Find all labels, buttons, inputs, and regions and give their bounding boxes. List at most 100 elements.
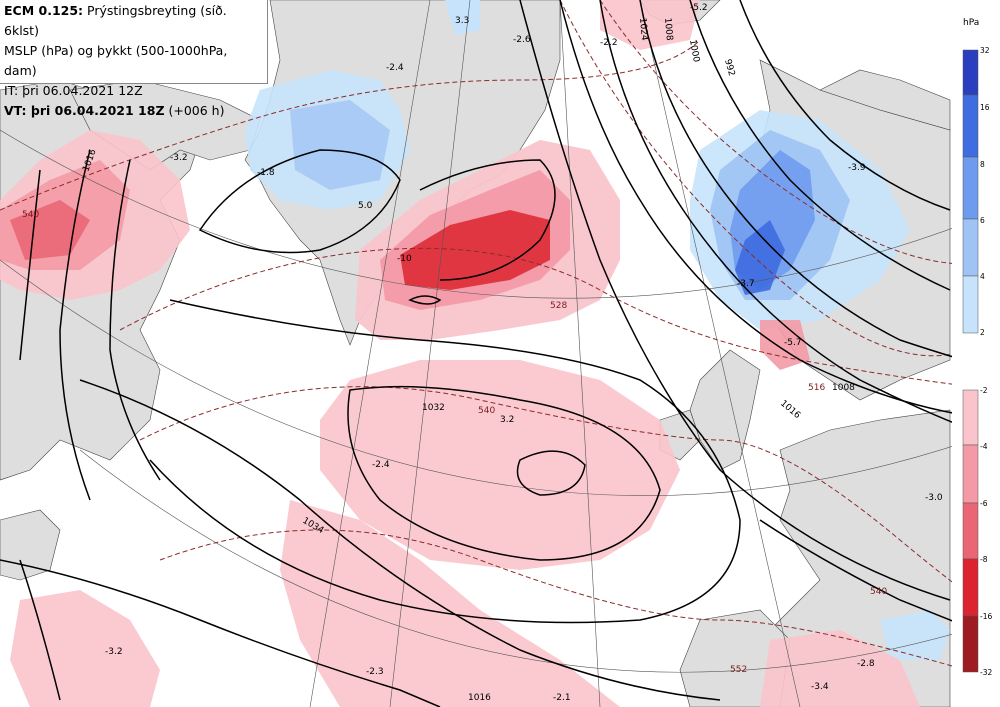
isobar-east-1: [559, 0, 1000, 421]
fall-shade-southwest: [10, 590, 160, 707]
product-name: Prýstingsbreyting (síð. 6klst): [4, 3, 227, 38]
valid-time: VT: þri 06.04.2021 18Z: [4, 103, 165, 118]
isobar-greenland-low: [198, 149, 401, 254]
label-change-2-6: -2.6: [513, 35, 531, 45]
isobar-small-low: [408, 295, 442, 305]
pressure-rise-shading: [245, 0, 950, 660]
title-line-2: MSLP (hPa) og þykkt (500-1000hPa, dam): [4, 43, 228, 78]
title-line-3: IT: þri 06.04.2021 12Z: [4, 83, 143, 98]
label-thickness-540-east: 540: [870, 587, 887, 597]
graticule-meridian-3: [309, 0, 431, 707]
thickness-line-1: [0, 39, 701, 211]
fall-bin-4-6: [962, 444, 979, 504]
thickness-line-5: [599, 0, 1000, 265]
isobar-east-5: [739, 0, 951, 211]
fall-bin-8-16: [962, 558, 979, 617]
label-change-2-3: -2.3: [366, 667, 384, 677]
label-change-5-2: -5.2: [690, 3, 708, 13]
label-isobar-1032: 1032: [422, 403, 445, 413]
colorbar-unit: hPa: [963, 18, 980, 28]
thickness-line-2: [119, 247, 1000, 391]
label-change-2-2: -2.2: [600, 38, 618, 48]
label-isobar-1008-top: 1008: [662, 17, 674, 41]
label-thickness-552: 552: [730, 665, 747, 675]
rise-bin-16-32: [962, 49, 979, 96]
label-change-3-9: -3.9: [848, 163, 866, 173]
label-change-3-4: -3.4: [811, 682, 829, 692]
isobar-east-3: [639, 0, 1000, 371]
fall-shade-greenland-deep: [400, 210, 550, 290]
label-change-3-7: -3.7: [737, 279, 755, 289]
fall-bin-16-32: [962, 615, 979, 673]
fall-shade-west-deep: [10, 200, 90, 260]
fall-tick-8: -8: [980, 555, 988, 564]
fall-tick-2: -2: [980, 386, 988, 395]
rise-shade-southeast: [880, 610, 950, 660]
isobar-1016-b: [0, 559, 441, 707]
thickness-line-3: [139, 386, 1000, 612]
label-thickness-540: 540: [478, 406, 495, 416]
isobar-west-3: [19, 169, 41, 361]
rise-shade-deep-east: [735, 220, 785, 295]
rise-bin-8-16: [962, 94, 979, 158]
graticule-meridian-4: [639, 0, 801, 707]
fall-bin-6-8: [962, 502, 979, 560]
map-labels: 1032 1034 1016 1016 1008 1000 992 1024 1…: [22, 3, 943, 703]
thickness-line-6: [559, 0, 1000, 357]
label-thickness-540-west: 540: [22, 210, 39, 220]
graticule-meridian-1: [389, 0, 471, 707]
label-change-5-0: 5.0: [358, 201, 373, 211]
label-change-3-0: -3.0: [925, 493, 943, 503]
label-isobar-1008: 1008: [832, 383, 855, 393]
isobar-sw: [19, 559, 61, 701]
rise-tick-4: 4: [980, 272, 985, 281]
isobar-high-center: [516, 450, 586, 496]
isobar-gl-coast: [419, 159, 556, 281]
rise-shade-top: [445, 0, 480, 35]
label-change-2-4: -2.4: [386, 63, 404, 73]
fall-shade-uk: [760, 320, 810, 370]
label-change-10: -10: [397, 254, 412, 264]
rise-tick-16: 16: [980, 103, 990, 112]
label-change-3-2-west: -3.2: [170, 153, 188, 163]
label-isobar-1000: 1000: [687, 39, 701, 64]
fall-tick-4: -4: [980, 442, 988, 451]
title-line-4: VT: þri 06.04.2021 18Z (+006 h): [4, 101, 263, 121]
rise-bin-4-6: [962, 218, 979, 277]
isobar-east-6: [519, 0, 951, 601]
isobar-east-4: [689, 0, 951, 291]
model-name: ECM 0.125:: [4, 3, 84, 18]
rise-bin-6-8: [962, 156, 979, 220]
rise-tick-2: 2: [980, 328, 985, 337]
graticule-parallel-2: [0, 259, 1000, 496]
rise-bin-2-4: [962, 275, 979, 334]
land-iberia: [679, 609, 791, 707]
label-thickness-516: 516: [808, 383, 825, 393]
fall-tick-16: -16: [980, 612, 993, 621]
label-isobar-1024-top: 1024: [637, 17, 649, 41]
forecast-hour: (+006 h): [164, 103, 225, 118]
rise-tick-8: 8: [980, 160, 985, 169]
label-change-2-4-central: -2.4: [372, 460, 390, 470]
label-change-3-2-sw: -3.2: [105, 647, 123, 657]
label-change-2-1: -2.1: [553, 693, 571, 703]
fall-tick-32: -32: [980, 668, 993, 677]
graticule-meridian-2: [559, 0, 601, 707]
rise-tick-6: 6: [980, 216, 985, 225]
map-title-box: ECM 0.125: Prýstingsbreyting (síð. 6klst…: [0, 0, 268, 118]
isobar-west-2: [109, 159, 161, 481]
title-line-1: ECM 0.125: Prýstingsbreyting (síð. 6klst…: [4, 1, 263, 41]
rise-tick-32: 32: [980, 46, 990, 55]
thickness-line-4: [159, 529, 1000, 681]
label-isobar-1016-south: 1016: [468, 693, 491, 703]
isobar-east-2: [599, 0, 1000, 441]
land-finland: [819, 69, 951, 131]
fall-shade-southeast: [760, 630, 920, 707]
pressure-fall-shading: [0, 0, 920, 707]
isobar-1032: [347, 385, 661, 561]
fall-tick-6: -6: [980, 499, 988, 508]
